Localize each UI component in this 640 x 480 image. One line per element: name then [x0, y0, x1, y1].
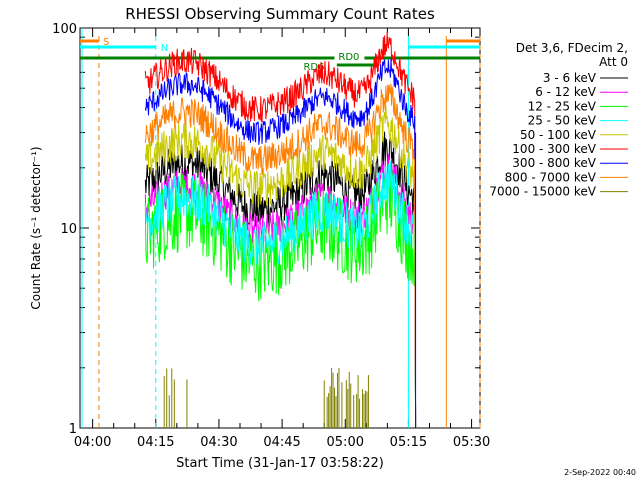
legend-header-line-2: Att 0	[599, 55, 628, 69]
annotation-label-s: S	[103, 37, 109, 48]
series-line	[144, 32, 417, 429]
annotation-label-rd0: RD0	[338, 52, 359, 63]
legend-label: 50 - 100 keV	[520, 128, 597, 142]
x-tick-label: 04:45	[263, 435, 300, 450]
x-tick-label: 04:00	[74, 435, 111, 450]
x-tick-label: 05:00	[327, 435, 364, 450]
y-axis-label: Count Rate (s⁻¹ detector⁻¹)	[29, 146, 43, 309]
legend-label: 100 - 300 keV	[512, 142, 596, 156]
legend-label: 3 - 6 keV	[543, 71, 597, 85]
rd6-label-bg	[300, 61, 328, 72]
y-tick-label: 10	[60, 222, 77, 237]
legend-header-line-1: Det 3,6, FDecim 2,	[516, 41, 628, 55]
annotation-label-rd6: RD6	[303, 62, 324, 73]
x-tick-label: 04:30	[200, 435, 237, 450]
series-line	[144, 83, 417, 429]
y-tick-label: 1	[69, 422, 77, 437]
x-axis-label: Start Time (31-Jan-17 03:58:22)	[176, 456, 384, 471]
x-tick-label: 04:15	[137, 435, 174, 450]
x-tick-label: 05:30	[453, 435, 490, 450]
annotation-label-n: N	[161, 43, 168, 54]
series-line	[144, 153, 417, 429]
legend-label: 12 - 25 keV	[528, 99, 597, 113]
rd0-label-bg	[334, 50, 365, 62]
legend-label: 25 - 50 keV	[528, 114, 597, 128]
chart-title: RHESSI Observing Summary Count Rates	[125, 5, 435, 23]
legend-label: 300 - 800 keV	[512, 156, 596, 170]
series-line	[144, 105, 417, 429]
series-line	[144, 58, 417, 429]
generation-timestamp: 2-Sep-2022 00:40	[564, 468, 636, 477]
legend-label: 800 - 7000 keV	[505, 170, 597, 184]
y-tick-label: 100	[52, 22, 77, 37]
legend-label: 6 - 12 keV	[535, 85, 597, 99]
x-tick-label: 05:15	[390, 435, 427, 450]
legend-label: 7000 - 15000 keV	[489, 185, 596, 199]
series-line	[144, 160, 417, 429]
